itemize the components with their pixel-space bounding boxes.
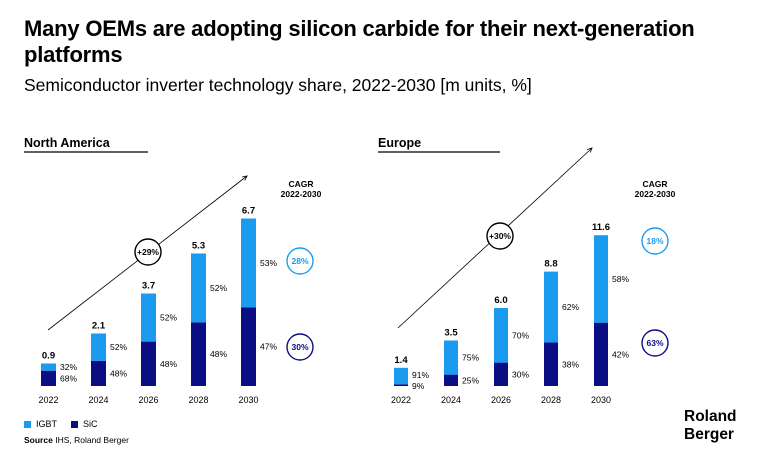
share-label-igbt-europe-2026: 70% [512,330,529,340]
share-label-sic-europe-2026: 30% [512,369,529,379]
cagr-sic-europe: 63% [646,338,663,348]
bar-igbt-north-america-2030 [241,218,256,308]
page-title: Many OEMs are adopting silicon carbide f… [24,16,695,67]
source-note: Source IHS, Roland Berger [24,435,129,445]
share-label-igbt-north-america-2024: 52% [110,342,127,352]
share-label-sic-europe-2028: 38% [562,359,579,369]
total-label-europe-2024: 3.5 [444,328,458,339]
legend-item-igbt: IGBT [24,419,57,429]
roland-berger-logo: Roland Berger [684,408,737,443]
cagr-title-line: CAGR [288,179,313,189]
bar-sic-north-america-2024 [91,360,106,386]
total-label-north-america-2024: 2.1 [92,321,106,332]
share-label-sic-north-america-2024: 48% [110,368,127,378]
cagr-circle-sic-north-america [286,333,314,361]
legend: IGBT SiC [24,419,112,429]
x-tick-north-america-2030: 2030 [238,395,258,405]
total-label-europe-2030: 11.6 [592,222,610,233]
share-label-igbt-europe-2024: 75% [462,353,479,363]
panel-title-north-america: North America [24,136,111,150]
growth-arrowhead-europe [587,147,593,153]
bar-sic-north-america-2028 [191,322,206,386]
legend-label-igbt: IGBT [36,419,58,429]
growth-label-europe: +30% [489,231,511,241]
x-tick-north-america-2028: 2028 [188,395,208,405]
growth-circle-north-america [134,238,162,266]
bar-sic-north-america-2030 [241,307,256,386]
x-tick-europe-2028: 2028 [541,395,561,405]
cagr-title-north-america: CAGR 2022-2030 [281,179,322,199]
bar-sic-europe-2028 [544,342,558,386]
bar-igbt-europe-2022 [394,367,408,385]
total-label-europe-2022: 1.4 [394,355,408,366]
x-tick-europe-2026: 2026 [491,395,511,405]
bar-igbt-north-america-2022 [41,363,56,371]
share-label-igbt-europe-2030: 58% [612,274,629,284]
bar-sic-europe-2030 [594,322,608,386]
bar-sic-europe-2026 [494,362,508,386]
total-label-north-america-2030: 6.7 [242,206,255,217]
share-label-igbt-north-america-2026: 52% [160,313,177,323]
x-tick-europe-2030: 2030 [591,395,611,405]
source-label: Source [24,435,53,445]
share-label-sic-north-america-2030: 47% [260,342,277,352]
x-tick-europe-2024: 2024 [441,395,461,405]
share-label-sic-europe-2024: 25% [462,375,479,385]
cagr-title-europe: CAGR 2022-2030 [635,179,676,199]
share-label-igbt-europe-2022: 91% [412,370,429,380]
cagr-igbt-europe: 18% [646,236,663,246]
total-label-north-america-2026: 3.7 [142,281,155,292]
share-label-igbt-north-america-2028: 52% [210,283,227,293]
legend-label-sic: SiC [83,419,98,429]
total-label-north-america-2028: 5.3 [192,241,205,252]
growth-label-north-america: +29% [137,247,159,257]
bar-sic-europe-2022 [394,384,408,386]
share-label-sic-north-america-2022: 68% [60,373,77,383]
share-label-sic-europe-2030: 42% [612,349,629,359]
bar-sic-europe-2024 [444,374,458,386]
x-tick-north-america-2024: 2024 [88,395,108,405]
cagr-circle-sic-europe [641,329,669,357]
share-label-igbt-north-america-2030: 53% [260,258,277,268]
share-label-igbt-europe-2028: 62% [562,302,579,312]
source-text: IHS, Roland Berger [55,435,129,445]
bar-sic-north-america-2026 [141,341,156,386]
bar-igbt-europe-2026 [494,308,508,363]
bar-igbt-europe-2030 [594,235,608,323]
bar-igbt-north-america-2026 [141,293,156,342]
bar-igbt-north-america-2028 [191,253,206,323]
cagr-igbt-north-america: 28% [291,256,308,266]
bar-igbt-europe-2028 [544,271,558,343]
growth-circle-europe [486,222,514,250]
x-tick-north-america-2026: 2026 [138,395,158,405]
panel-title-europe: Europe [378,136,421,150]
legend-swatch-igbt [24,420,31,428]
legend-item-sic: SiC [71,419,98,429]
total-label-north-america-2022: 0.9 [42,351,55,362]
cagr-title-line: 2022-2030 [635,189,676,199]
bar-igbt-europe-2024 [444,340,458,375]
growth-arrowhead-north-america [242,175,248,181]
cagr-circle-igbt-north-america [286,247,314,275]
cagr-sic-north-america: 30% [291,342,308,352]
total-label-europe-2028: 8.8 [544,259,557,270]
share-label-sic-north-america-2026: 48% [160,359,177,369]
cagr-title-line: CAGR [642,179,667,189]
cagr-circle-igbt-europe [641,227,669,255]
page-subtitle: Semiconductor inverter technology share,… [24,75,532,95]
bar-igbt-north-america-2024 [91,333,106,361]
total-label-europe-2026: 6.0 [494,295,507,306]
share-label-igbt-north-america-2022: 32% [60,362,77,372]
share-label-sic-europe-2022: 9% [412,381,425,391]
x-tick-europe-2022: 2022 [391,395,411,405]
share-label-sic-north-america-2028: 48% [210,349,227,359]
legend-swatch-sic [71,420,79,428]
cagr-title-line: 2022-2030 [281,189,322,199]
bar-sic-north-america-2022 [41,370,56,386]
x-tick-north-america-2022: 2022 [38,395,58,405]
